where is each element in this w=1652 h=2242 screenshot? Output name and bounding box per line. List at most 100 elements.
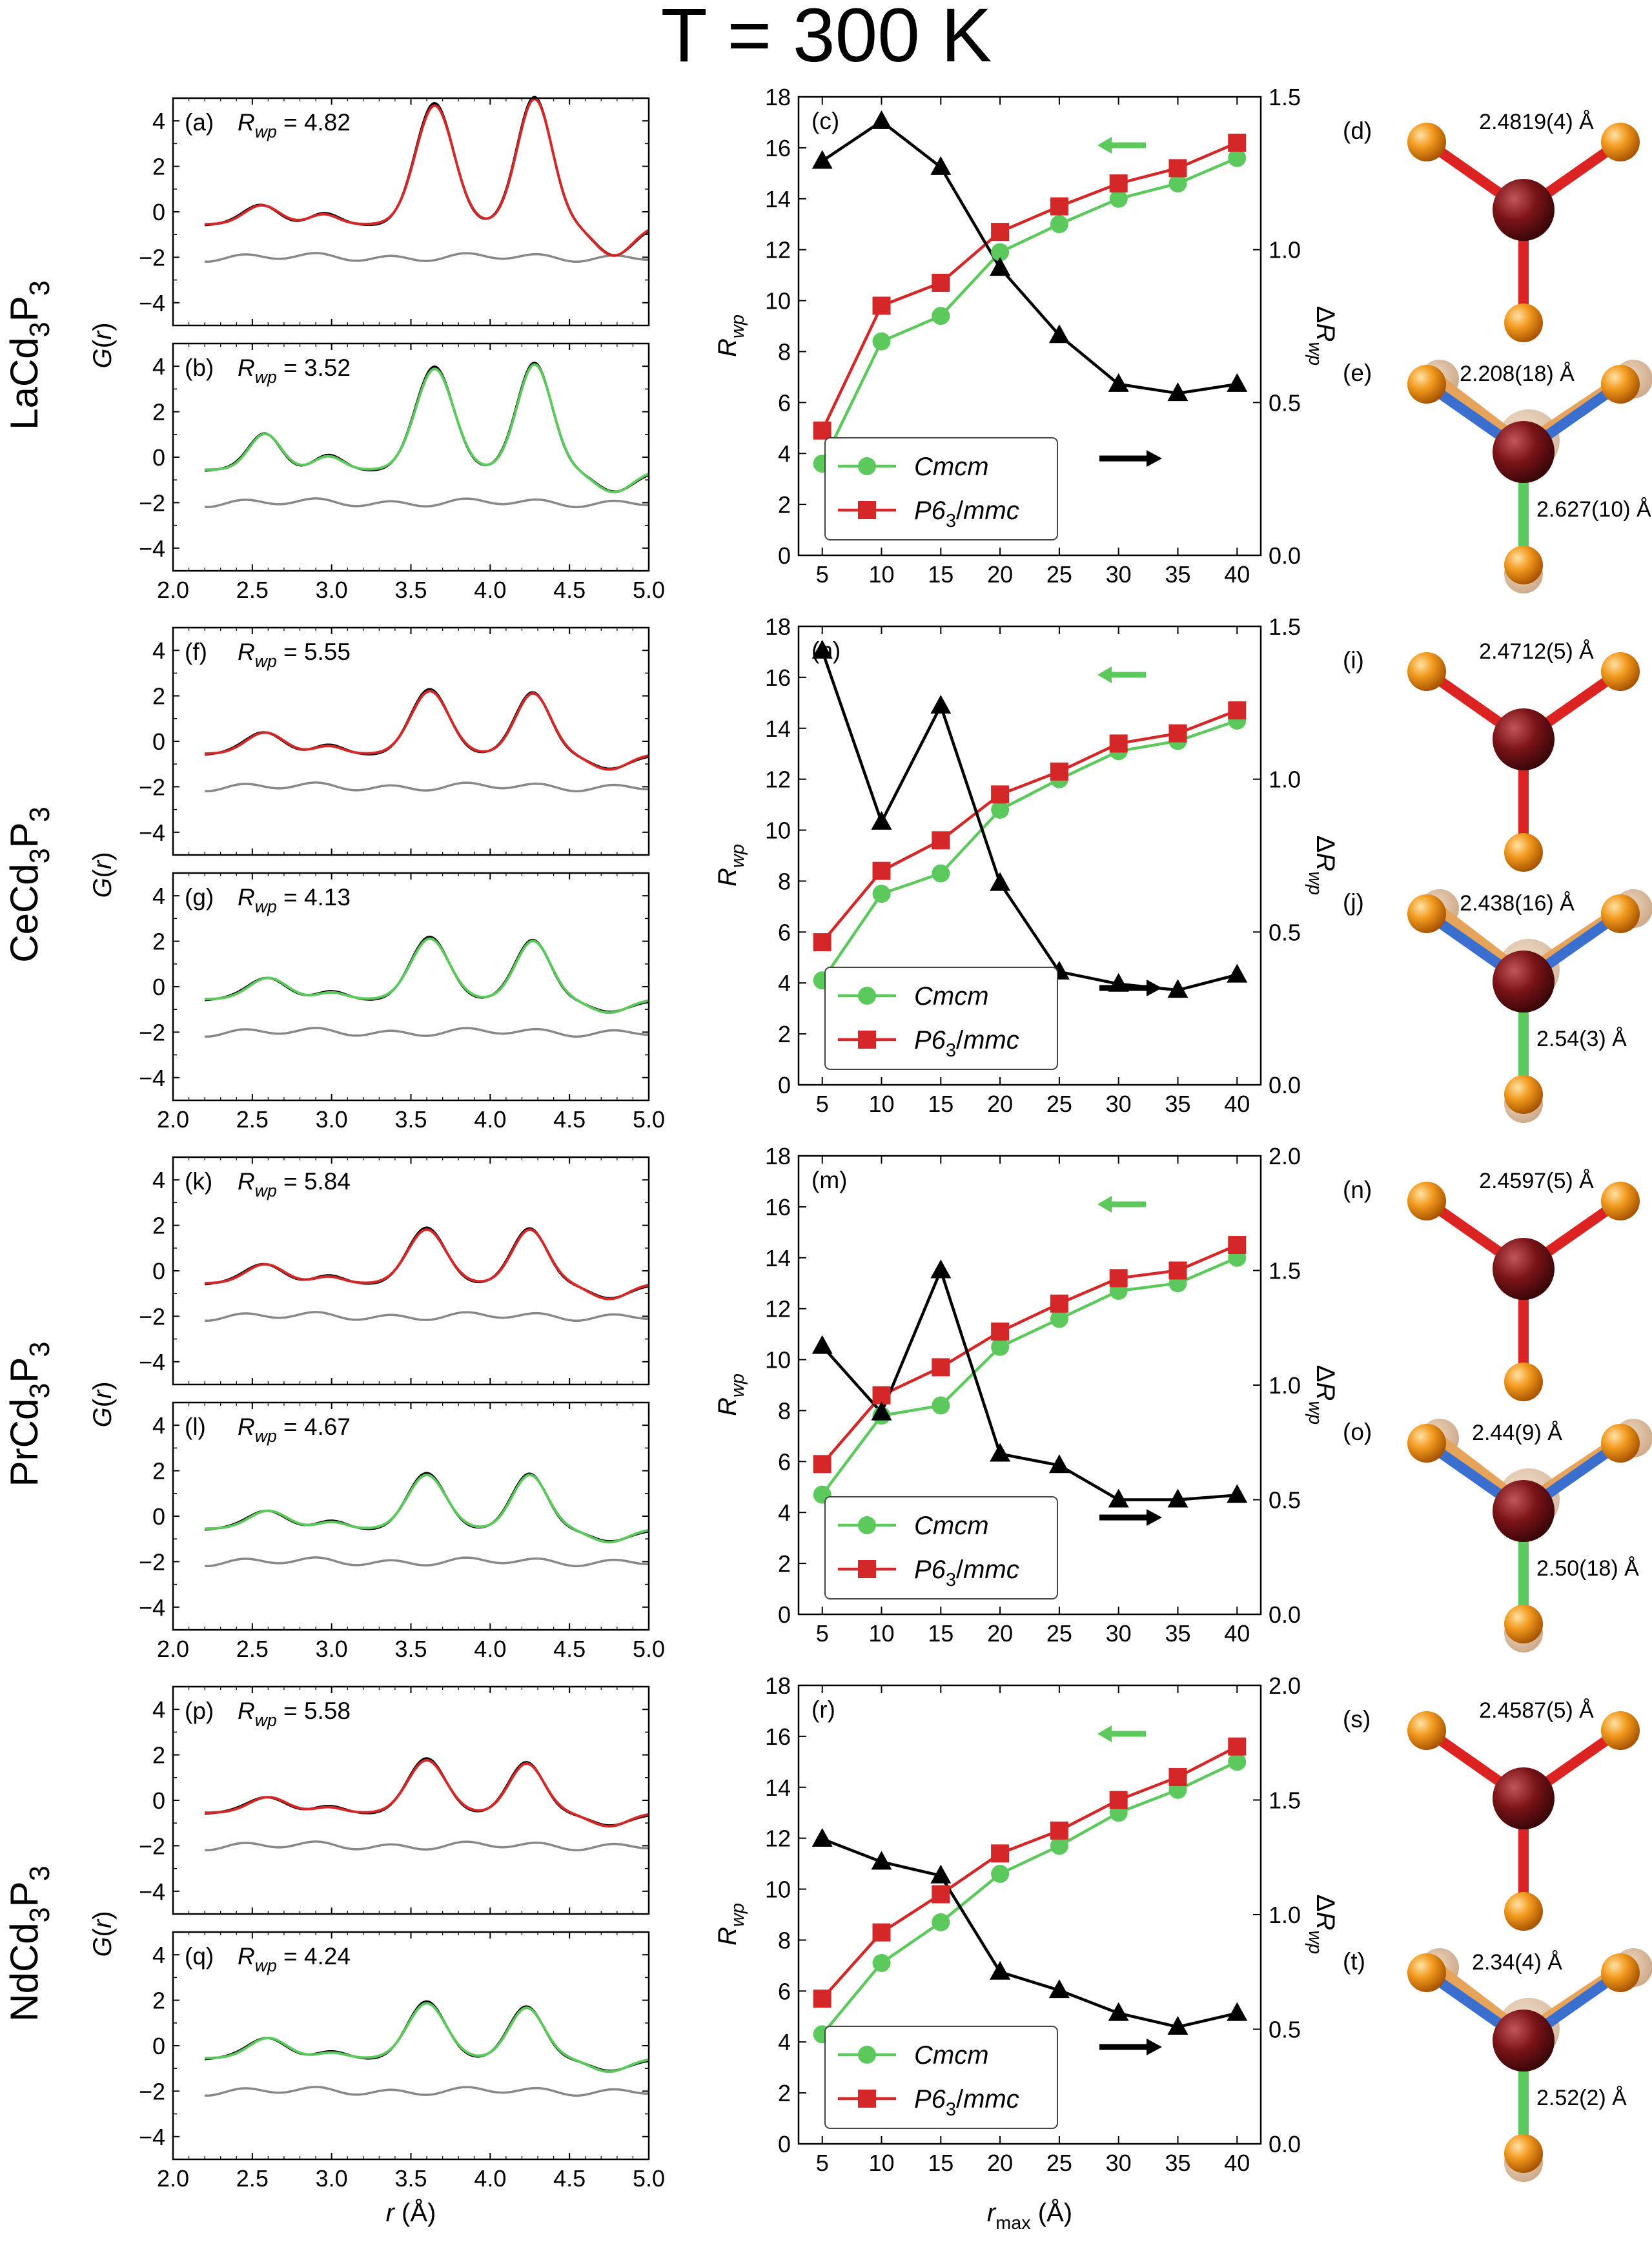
x-tick-label: 2.0 xyxy=(157,1106,189,1133)
x-tick-label: 4.5 xyxy=(553,2165,586,2192)
P-atom xyxy=(1407,123,1446,161)
x-tick-label: 30 xyxy=(1106,561,1132,588)
y2-tick-label: 1.5 xyxy=(1269,613,1301,640)
rwp-panel: 0 2 4 6 8 10 12 14 16 18 0.0 0.5 1.0 1.5 2.0 5 10 15 20 25 3… xyxy=(713,1672,1340,2176)
x-tick-label: 5.0 xyxy=(633,2165,665,2192)
legend: Cmcm P63/mmc xyxy=(824,437,1058,540)
y2-tick-label: 1.5 xyxy=(1269,1258,1301,1284)
y2-tick-label: 0.5 xyxy=(1269,1487,1301,1514)
P-atom xyxy=(1407,1711,1446,1750)
p63mmc-point xyxy=(1050,762,1068,781)
legend-p63mmc-label: P63/mmc xyxy=(914,497,1019,531)
x-tick-label: 3.5 xyxy=(394,2165,427,2192)
difference-curve xyxy=(205,1840,649,1852)
legend-p63mmc-label: P63/mmc xyxy=(914,2085,1019,2120)
gr-panel: 4 2 0 −2 −4 (a) Rwp = 4.82 xyxy=(139,96,650,327)
y-tick-label: −2 xyxy=(139,244,165,271)
x-tick-label: 30 xyxy=(1106,2150,1132,2176)
x-tick-label: 40 xyxy=(1224,1620,1250,1647)
x-tick-label: 3.0 xyxy=(316,2165,348,2192)
dR-point xyxy=(1167,1488,1188,1508)
y-tick-label: 8 xyxy=(778,1397,791,1424)
structure-trigonal: (s) 2.4587(5) Å xyxy=(1343,1698,1640,1931)
y-tick-label: 10 xyxy=(765,288,791,314)
p63mmc-point xyxy=(991,223,1010,242)
x-tick-label: 3.5 xyxy=(394,1636,427,1662)
P-atom xyxy=(1601,123,1640,161)
y2-tick-label: 1.0 xyxy=(1269,1902,1301,1928)
p63mmc-point xyxy=(932,831,950,850)
data-curve xyxy=(204,1757,649,1827)
p63mmc-point xyxy=(813,421,831,440)
p63mmc-point xyxy=(1109,1791,1128,1809)
structure-label: (t) xyxy=(1343,1948,1365,1975)
y-tick-label: −4 xyxy=(139,1878,165,1905)
P-atom xyxy=(1407,365,1446,404)
fit-curve xyxy=(205,1758,649,1828)
p63mmc-point xyxy=(1168,1768,1187,1786)
y-tick-label: 18 xyxy=(765,1143,791,1169)
bond-length: 2.44(9) Å xyxy=(1472,1421,1562,1445)
P-atom xyxy=(1504,546,1543,584)
y-tick-label: 16 xyxy=(765,664,791,691)
legend-cmcm-marker xyxy=(858,457,876,475)
arrow-left-head xyxy=(1097,1725,1112,1742)
dR-point xyxy=(1048,324,1070,344)
y-tick-label: 6 xyxy=(778,919,791,945)
cmcm-point xyxy=(991,801,1010,819)
y-tick-label: 10 xyxy=(765,818,791,844)
rwp-value: Rwp = 4.82 xyxy=(238,109,351,141)
x-tick-label: 5 xyxy=(816,2150,829,2176)
x-tick-label: 10 xyxy=(868,561,894,588)
structure-label: (o) xyxy=(1343,1419,1372,1445)
arrow-right-head xyxy=(1147,980,1162,996)
y-tick-label: 4 xyxy=(152,1696,165,1723)
panel-label: (l) xyxy=(185,1414,206,1440)
fit-curve xyxy=(205,937,649,1014)
rwp-value: Rwp = 5.58 xyxy=(238,1698,351,1730)
cmcm-line xyxy=(821,1256,1238,1496)
x-tick-label: 2.5 xyxy=(236,577,269,603)
rwp-frame xyxy=(797,1155,1262,1616)
p63mmc-point xyxy=(872,296,891,315)
x-tick-label: 5 xyxy=(816,1091,829,1117)
gr-frame xyxy=(172,1401,650,1631)
x-tick-label: 15 xyxy=(928,1620,953,1647)
x-tick-label: 10 xyxy=(868,1620,894,1647)
P-atom xyxy=(1407,1424,1446,1463)
y-tick-label: 0 xyxy=(778,1601,791,1628)
y-tick-label: 0 xyxy=(152,728,165,755)
rwp-ylabel: Rwp xyxy=(713,1903,748,1946)
p63mmc-line xyxy=(821,709,1238,943)
y-tick-label: −4 xyxy=(139,290,165,316)
y-tick-label: 4 xyxy=(778,1499,791,1526)
compound-label: NdCd3P3 xyxy=(3,1866,56,2022)
rare-earth-atom xyxy=(1493,421,1555,483)
arrow-left-head xyxy=(1097,666,1112,683)
legend-box xyxy=(824,437,1058,540)
gr-ylabel-text: G(r) xyxy=(88,1911,117,1957)
cmcm-line xyxy=(821,719,1238,982)
p63mmc-point xyxy=(991,1844,1010,1863)
dR-ylabel-text: ΔRwp xyxy=(1305,1895,1340,1954)
dR-point xyxy=(811,1335,833,1354)
y-tick-label: −2 xyxy=(139,1019,165,1045)
p63mmc-point xyxy=(1109,1269,1128,1288)
legend-box xyxy=(824,1496,1058,1599)
y-tick-label: 0 xyxy=(778,1072,791,1098)
structure-label: (e) xyxy=(1343,360,1372,386)
dR-point xyxy=(871,810,892,830)
y-tick-label: 2 xyxy=(778,1021,791,1047)
dR-ylabel-text: ΔRwp xyxy=(1305,1365,1340,1424)
fit-curve xyxy=(205,1474,649,1544)
gr-ylabel-text: G(r) xyxy=(88,1381,117,1427)
dR-point xyxy=(1227,963,1248,983)
dR-point xyxy=(1108,373,1129,392)
structure-label: (j) xyxy=(1343,889,1364,916)
legend-p63mmc-label: P63/mmc xyxy=(914,1556,1019,1590)
P-atom xyxy=(1407,652,1446,691)
P-atom xyxy=(1601,1711,1640,1750)
p63mmc-point xyxy=(1228,134,1247,152)
P-atom xyxy=(1407,1182,1446,1220)
